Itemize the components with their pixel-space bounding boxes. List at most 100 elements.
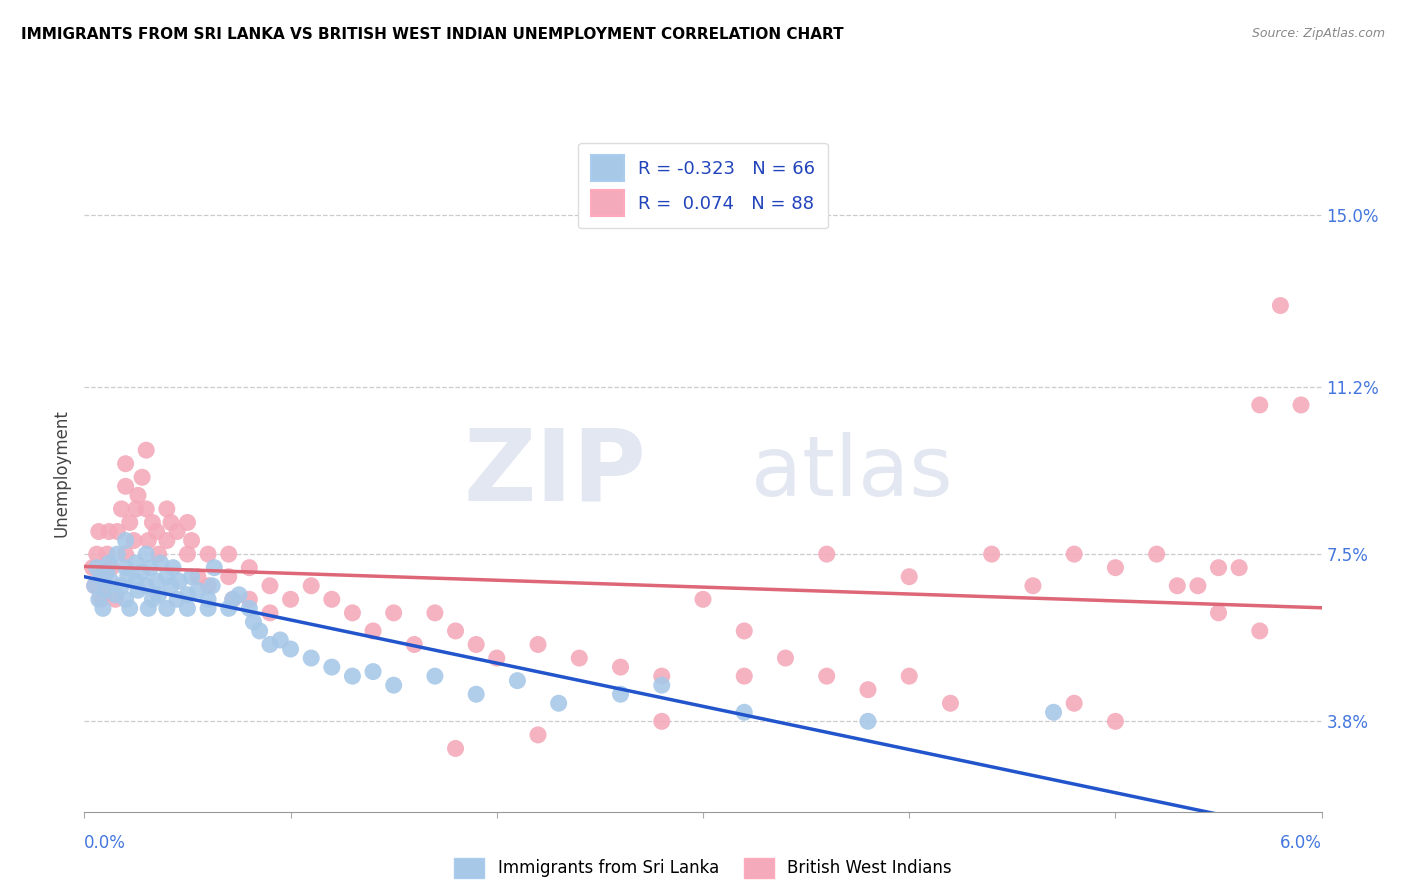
Point bbox=[176, 588, 198, 602]
Point bbox=[141, 516, 163, 530]
Point bbox=[733, 624, 755, 638]
Point bbox=[382, 678, 405, 692]
Point bbox=[94, 583, 117, 598]
Point bbox=[87, 592, 110, 607]
Point bbox=[160, 516, 183, 530]
Point bbox=[160, 579, 183, 593]
Point bbox=[135, 443, 157, 458]
Point bbox=[1227, 560, 1250, 574]
Point bbox=[1270, 299, 1292, 313]
Point bbox=[651, 669, 673, 683]
Point bbox=[342, 606, 364, 620]
Point bbox=[609, 660, 631, 674]
Point bbox=[145, 524, 167, 539]
Point bbox=[114, 592, 136, 607]
Point bbox=[96, 547, 118, 561]
Point bbox=[135, 579, 157, 593]
Point bbox=[136, 533, 159, 548]
Point bbox=[180, 533, 202, 548]
Point bbox=[238, 560, 260, 574]
Point bbox=[423, 669, 446, 683]
Point bbox=[898, 570, 921, 584]
Point bbox=[651, 714, 673, 729]
Point bbox=[249, 624, 271, 638]
Point bbox=[939, 696, 962, 710]
Point bbox=[105, 524, 128, 539]
Point bbox=[1146, 547, 1168, 561]
Point bbox=[692, 592, 714, 607]
Point bbox=[1208, 560, 1230, 574]
Point bbox=[114, 457, 136, 471]
Point bbox=[527, 638, 550, 652]
Point bbox=[90, 570, 112, 584]
Point bbox=[361, 665, 384, 679]
Point bbox=[1166, 579, 1188, 593]
Legend: Immigrants from Sri Lanka, British West Indians: Immigrants from Sri Lanka, British West … bbox=[447, 851, 959, 885]
Point bbox=[218, 570, 240, 584]
Point bbox=[110, 502, 132, 516]
Point bbox=[131, 565, 153, 579]
Point bbox=[1249, 398, 1271, 412]
Point bbox=[91, 570, 114, 584]
Point bbox=[125, 574, 148, 589]
Point bbox=[280, 592, 302, 607]
Point bbox=[1249, 624, 1271, 638]
Point bbox=[547, 696, 569, 710]
Point bbox=[259, 606, 281, 620]
Point bbox=[114, 547, 136, 561]
Point bbox=[898, 669, 921, 683]
Point bbox=[404, 638, 426, 652]
Point bbox=[91, 601, 114, 615]
Point bbox=[299, 579, 322, 593]
Point bbox=[125, 502, 148, 516]
Point bbox=[1187, 579, 1209, 593]
Point bbox=[269, 632, 291, 647]
Point bbox=[180, 570, 202, 584]
Point bbox=[90, 592, 112, 607]
Point bbox=[118, 516, 141, 530]
Point bbox=[980, 547, 1002, 561]
Point bbox=[87, 524, 110, 539]
Point bbox=[299, 651, 322, 665]
Point bbox=[167, 574, 190, 589]
Point bbox=[125, 556, 148, 570]
Point bbox=[131, 470, 153, 484]
Point bbox=[114, 533, 136, 548]
Point bbox=[465, 687, 488, 701]
Point bbox=[117, 570, 139, 584]
Point bbox=[118, 601, 141, 615]
Point bbox=[145, 574, 167, 589]
Point bbox=[733, 706, 755, 720]
Point bbox=[104, 588, 127, 602]
Point bbox=[86, 547, 108, 561]
Point bbox=[218, 547, 240, 561]
Point bbox=[176, 516, 198, 530]
Point bbox=[187, 570, 209, 584]
Point bbox=[856, 714, 879, 729]
Point bbox=[176, 601, 198, 615]
Point bbox=[201, 579, 224, 593]
Point bbox=[148, 547, 170, 561]
Point bbox=[127, 583, 149, 598]
Text: ZIP: ZIP bbox=[463, 425, 645, 521]
Y-axis label: Unemployment: Unemployment bbox=[52, 409, 70, 537]
Point bbox=[156, 502, 179, 516]
Point bbox=[149, 556, 172, 570]
Point bbox=[228, 588, 250, 602]
Point bbox=[1063, 547, 1085, 561]
Point bbox=[127, 488, 149, 502]
Point bbox=[1104, 714, 1126, 729]
Point bbox=[259, 638, 281, 652]
Point bbox=[222, 592, 245, 607]
Point bbox=[1063, 696, 1085, 710]
Point bbox=[465, 638, 488, 652]
Point bbox=[94, 579, 117, 593]
Point bbox=[105, 547, 128, 561]
Point bbox=[82, 560, 104, 574]
Text: atlas: atlas bbox=[751, 433, 952, 513]
Text: 0.0%: 0.0% bbox=[84, 834, 127, 852]
Point bbox=[321, 660, 343, 674]
Point bbox=[187, 583, 209, 598]
Point bbox=[156, 570, 179, 584]
Point bbox=[242, 615, 264, 629]
